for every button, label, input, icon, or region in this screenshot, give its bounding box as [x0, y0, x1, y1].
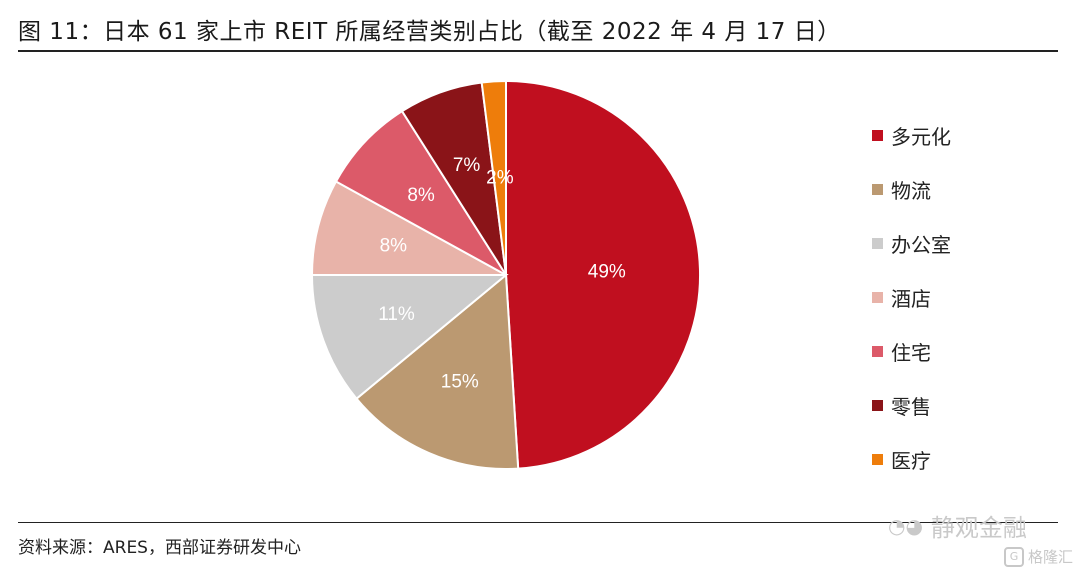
pie-slices: [310, 79, 701, 471]
legend-item: 物流: [872, 162, 951, 216]
footer-divider: [18, 522, 1058, 523]
legend-label: 多元化: [891, 124, 951, 149]
legend-item: 住宅: [872, 324, 951, 378]
legend-item: 多元化: [872, 108, 951, 162]
chart-legend: 多元化物流办公室酒店住宅零售医疗: [872, 108, 951, 486]
wechat-icon: ◔◕: [888, 513, 923, 538]
legend-item: 酒店: [872, 270, 951, 324]
legend-swatch: [872, 399, 883, 411]
legend-item: 办公室: [872, 216, 951, 270]
slice-value-label: 11%: [378, 304, 415, 325]
legend-item: 医疗: [872, 432, 951, 486]
watermark-secondary-text: 格隆汇: [1028, 548, 1074, 566]
gelonghui-logo-icon: G: [1004, 546, 1024, 567]
legend-label: 办公室: [891, 232, 951, 257]
pie-data-labels: 49% 15% 11% 8% 8% 7%2%: [378, 155, 626, 392]
legend-label: 零售: [891, 394, 931, 419]
legend-label: 酒店: [891, 286, 931, 311]
legend-swatch: [872, 291, 883, 303]
watermark-secondary: G 格隆汇: [1004, 546, 1073, 567]
legend-swatch: [872, 237, 883, 249]
source-note: 资料来源：ARES，西部证券研发中心: [18, 538, 301, 558]
legend-label: 住宅: [891, 340, 931, 365]
slice-value-label: 49%: [588, 261, 626, 282]
pie-slice: [310, 180, 507, 276]
slice-value-label: 8%: [380, 236, 408, 257]
legend-swatch: [872, 345, 883, 357]
title-divider: [18, 50, 1058, 52]
legend-label: 医疗: [891, 448, 931, 473]
watermark: ◔◕ 静观金融: [888, 508, 1027, 543]
slice-value-label: 7%: [453, 155, 481, 176]
legend-label: 物流: [891, 178, 931, 203]
slice-value-label: 15%: [441, 371, 479, 392]
pie-slice: [505, 79, 701, 470]
figure-title: 图 11：日本 61 家上市 REIT 所属经营类别占比（截至 2022 年 4…: [18, 19, 841, 45]
pie-slice: [480, 79, 507, 276]
pie-slice: [355, 272, 520, 471]
watermark-text: 静观金融: [930, 514, 1027, 542]
pie-slice: [334, 109, 507, 276]
pie-slice: [310, 274, 509, 401]
legend-item: 零售: [872, 378, 951, 432]
legend-swatch: [872, 453, 883, 465]
legend-swatch: [872, 183, 883, 195]
legend-swatch: [872, 129, 883, 141]
slice-value-label: 8%: [407, 185, 435, 206]
slice-value-label: 2%: [486, 168, 514, 189]
